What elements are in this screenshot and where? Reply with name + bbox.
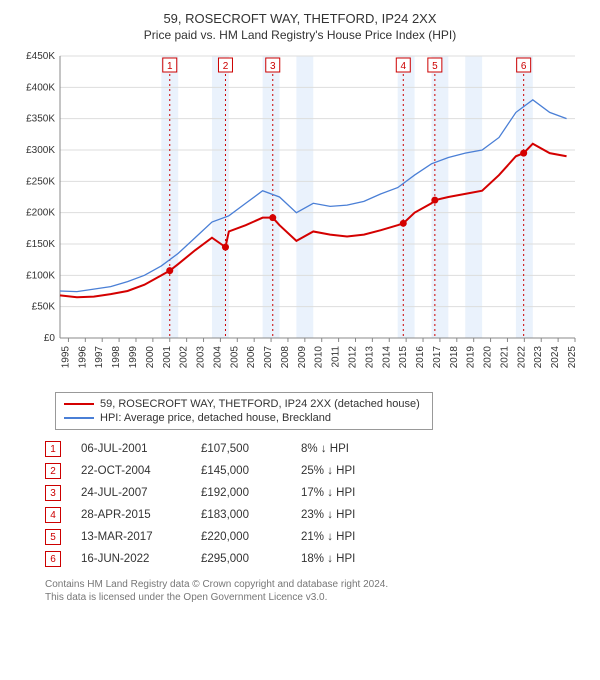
svg-text:1: 1 [167,61,173,72]
svg-text:2011: 2011 [331,346,342,368]
event-row: 616-JUN-2022£295,00018% ↓ HPI [45,548,585,570]
svg-text:2017: 2017 [432,346,443,369]
event-relative: 18% ↓ HPI [301,553,391,565]
event-price: 13-MAR-2017 [81,531,181,543]
svg-text:2024: 2024 [550,346,561,369]
event-marker: 4 [45,507,61,523]
svg-text:2023: 2023 [533,346,544,369]
svg-text:2025: 2025 [567,346,578,369]
event-price: 16-JUN-2022 [81,553,181,565]
chart-title-line2: Price paid vs. HM Land Registry's House … [15,28,585,42]
svg-text:2019: 2019 [466,346,477,369]
svg-text:2003: 2003 [196,346,207,369]
event-row: 106-JUL-2001£107,5008% ↓ HPI [45,438,585,460]
svg-text:2015: 2015 [398,346,409,369]
svg-text:3: 3 [270,61,276,72]
event-relative: 21% ↓ HPI [301,531,391,543]
svg-text:2012: 2012 [347,346,358,369]
chart: £0 £50K £100K £150K £200K £250K £300K £350K £400… [15,48,585,388]
event-marker: 1 [45,441,61,457]
legend: 59, ROSECROFT WAY, THETFORD, IP24 2XX (d… [55,392,433,430]
svg-text:2007: 2007 [263,346,274,369]
event-relative: 23% ↓ HPI [301,509,391,521]
svg-text:£100K: £100K [26,271,55,282]
svg-text:2013: 2013 [364,346,375,369]
event-row: 222-OCT-2004£145,00025% ↓ HPI [45,460,585,482]
svg-text:5: 5 [432,61,438,72]
event-relative: 8% ↓ HPI [301,443,391,455]
svg-text:2004: 2004 [212,346,223,369]
svg-text:2010: 2010 [314,346,325,369]
event-row: 513-MAR-2017£220,00021% ↓ HPI [45,526,585,548]
svg-text:£0: £0 [44,333,56,344]
chart-title-line1: 59, ROSECROFT WAY, THETFORD, IP24 2XX [15,10,585,28]
event-marker: 5 [45,529,61,545]
svg-text:1996: 1996 [77,346,88,369]
svg-text:1997: 1997 [94,346,105,369]
svg-text:£400K: £400K [26,83,55,94]
svg-text:2009: 2009 [297,346,308,369]
svg-text:2002: 2002 [179,346,190,369]
events-table: 106-JUL-2001£107,5008% ↓ HPI222-OCT-2004… [45,438,585,570]
legend-swatch [64,417,94,419]
svg-text:£200K: £200K [26,208,55,219]
event-row: 324-JUL-2007£192,00017% ↓ HPI [45,482,585,504]
svg-text:2020: 2020 [483,346,494,369]
svg-text:2001: 2001 [162,346,173,369]
legend-label: HPI: Average price, detached house, Brec… [100,412,331,424]
event-relative: 17% ↓ HPI [301,487,391,499]
svg-text:2014: 2014 [381,346,392,369]
svg-text:2000: 2000 [145,346,156,369]
svg-text:2021: 2021 [499,346,510,369]
svg-text:1999: 1999 [128,346,139,369]
svg-text:£350K: £350K [26,114,55,125]
svg-text:2008: 2008 [280,346,291,369]
event-marker: 3 [45,485,61,501]
legend-item: 59, ROSECROFT WAY, THETFORD, IP24 2XX (d… [64,397,424,411]
event-price: 28-APR-2015 [81,509,181,521]
event-relative: 25% ↓ HPI [301,465,391,477]
event-price: 24-JUL-2007 [81,487,181,499]
event-marker: 6 [45,551,61,567]
footer: Contains HM Land Registry data © Crown c… [45,578,585,604]
legend-label: 59, ROSECROFT WAY, THETFORD, IP24 2XX (d… [100,398,420,410]
svg-text:2022: 2022 [516,346,527,369]
footer-line: Contains HM Land Registry data © Crown c… [45,578,585,591]
svg-text:2016: 2016 [415,346,426,369]
svg-text:£300K: £300K [26,145,55,156]
svg-text:1998: 1998 [111,346,122,369]
event-marker: 2 [45,463,61,479]
page: 59, ROSECROFT WAY, THETFORD, IP24 2XX Pr… [0,0,600,680]
svg-text:£150K: £150K [26,239,55,250]
footer-line: This data is licensed under the Open Gov… [45,591,585,604]
svg-text:2: 2 [223,61,229,72]
event-price: 22-OCT-2004 [81,465,181,477]
svg-text:£250K: £250K [26,177,55,188]
svg-text:2006: 2006 [246,346,257,369]
chart-svg: £0 £50K £100K £150K £200K £250K £300K £350K £400… [15,48,585,388]
legend-swatch [64,403,94,405]
svg-text:6: 6 [521,61,527,72]
svg-text:1995: 1995 [60,346,71,369]
svg-text:4: 4 [400,61,406,72]
svg-text:2018: 2018 [449,346,460,369]
event-row: 428-APR-2015£183,00023% ↓ HPI [45,504,585,526]
svg-text:£50K: £50K [32,302,56,313]
svg-text:£450K: £450K [26,51,55,62]
legend-item: HPI: Average price, detached house, Brec… [64,411,424,425]
svg-text:2005: 2005 [229,346,240,369]
event-price: 06-JUL-2001 [81,443,181,455]
